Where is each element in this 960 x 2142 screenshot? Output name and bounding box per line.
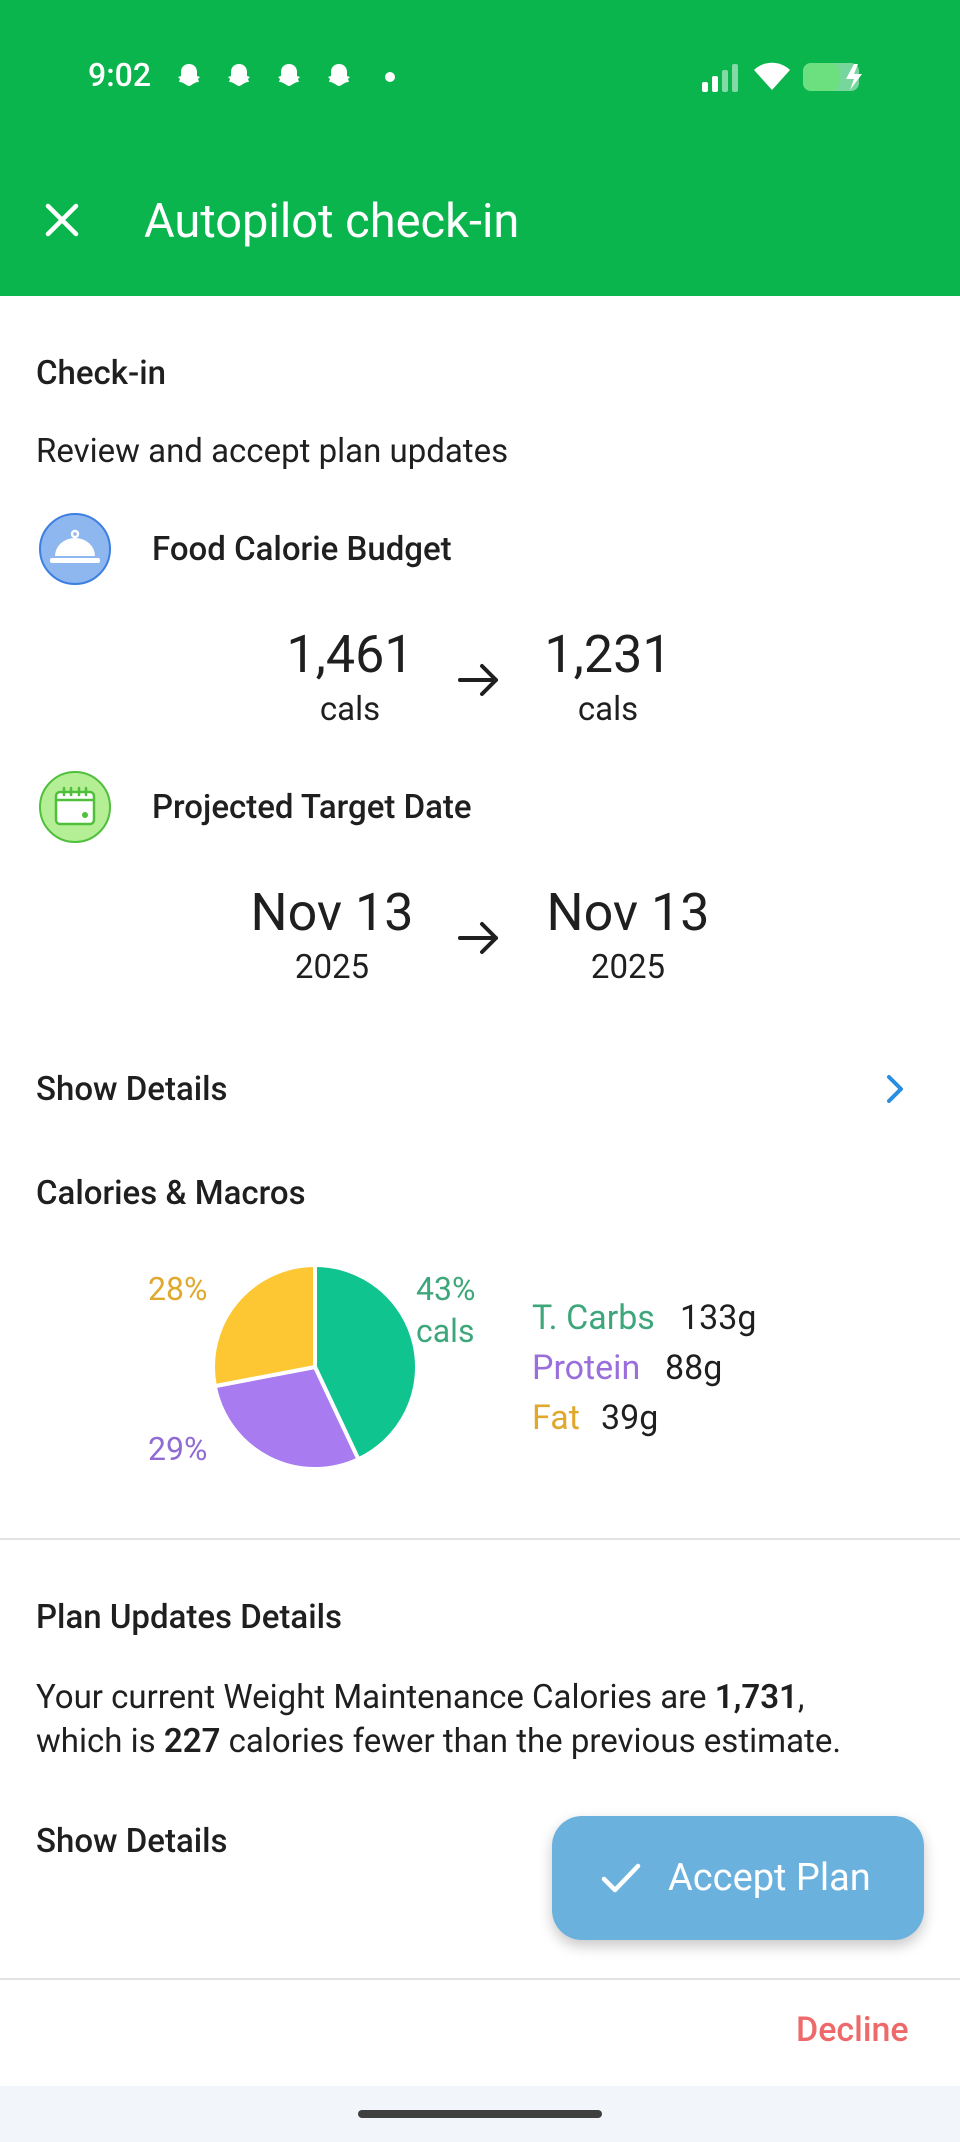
legend-fat-name: Fat [532,1398,580,1438]
legend-carbs-value: 133g [680,1298,757,1338]
plan-text-mid: , [797,1678,805,1717]
plan-updates-text: Your current Weight Maintenance Calories… [36,1676,936,1764]
food-cloche-icon [39,513,111,585]
plan-text-line2-prefix: which is [36,1722,164,1761]
calorie-to-value: 1,231 [544,624,672,685]
plan-updates-title: Plan Updates Details [36,1598,343,1637]
home-handle[interactable] [358,2110,602,2118]
macros-section-title: Calories & Macros [36,1174,306,1213]
pie-slice-protein [212,1364,362,1471]
carbs-percent-label: 43% [416,1270,476,1308]
signal-icon [702,64,738,92]
snapchat-icon [178,64,200,86]
plan-show-details-link[interactable]: Show Details [36,1822,228,1861]
calorie-diff-value: 227 [163,1722,221,1761]
target-date-from-value: Nov 13 [250,882,414,943]
checkin-subtitle: Review and accept plan updates [36,432,509,471]
accept-plan-button[interactable]: Accept Plan [552,1816,924,1940]
arrow-right-icon [458,664,498,696]
status-time: 9:02 [88,56,151,94]
close-icon[interactable] [42,200,82,240]
decline-button[interactable]: Decline [796,2010,909,2050]
target-date-label: Projected Target Date [152,788,472,827]
chevron-right-icon[interactable] [882,1072,908,1106]
calorie-budget-label: Food Calorie Budget [152,530,452,569]
battery-charging-icon [803,63,862,91]
legend-fat-value: 39g [601,1398,659,1438]
maintenance-calories-value: 1,731 [714,1678,798,1717]
target-date-from-year: 2025 [294,948,370,987]
calorie-from-unit: cals [319,690,381,729]
page-title: Autopilot check-in [144,194,520,249]
snapchat-icon [278,64,300,86]
status-bar: 9:02 [0,0,960,150]
header-bar: 9:02 [0,0,960,296]
legend-protein-name: Protein [532,1348,641,1388]
fat-percent-label: 28% [148,1270,208,1308]
notification-dot [385,72,395,82]
check-icon [601,1863,641,1893]
pie-slice-t-carbs [313,1262,419,1462]
checkin-section-title: Check-in [36,354,166,393]
accept-plan-label: Accept Plan [668,1856,871,1900]
macros-pie-chart [211,1262,419,1471]
section-divider [0,1538,960,1540]
show-details-link[interactable]: Show Details [36,1070,228,1109]
target-date-to-value: Nov 13 [546,882,710,943]
plan-text-suffix: calories fewer than the previous estimat… [220,1722,842,1761]
arrow-right-icon [458,922,498,954]
plan-text-prefix: Your current Weight Maintenance Calories… [36,1678,715,1717]
snapchat-icon [328,64,350,86]
calorie-to-unit: cals [577,690,639,729]
calorie-from-value: 1,461 [286,624,414,685]
bottom-divider [0,1978,960,1980]
snapchat-icon [228,64,250,86]
legend-carbs-name: T. Carbs [532,1298,655,1338]
wifi-icon [754,62,790,90]
legend-protein-value: 88g [665,1348,723,1388]
target-date-to-year: 2025 [590,948,666,987]
cals-label: cals [416,1312,475,1350]
calendar-icon [39,771,111,843]
pie-slice-fat [211,1262,317,1389]
protein-percent-label: 29% [148,1430,208,1468]
